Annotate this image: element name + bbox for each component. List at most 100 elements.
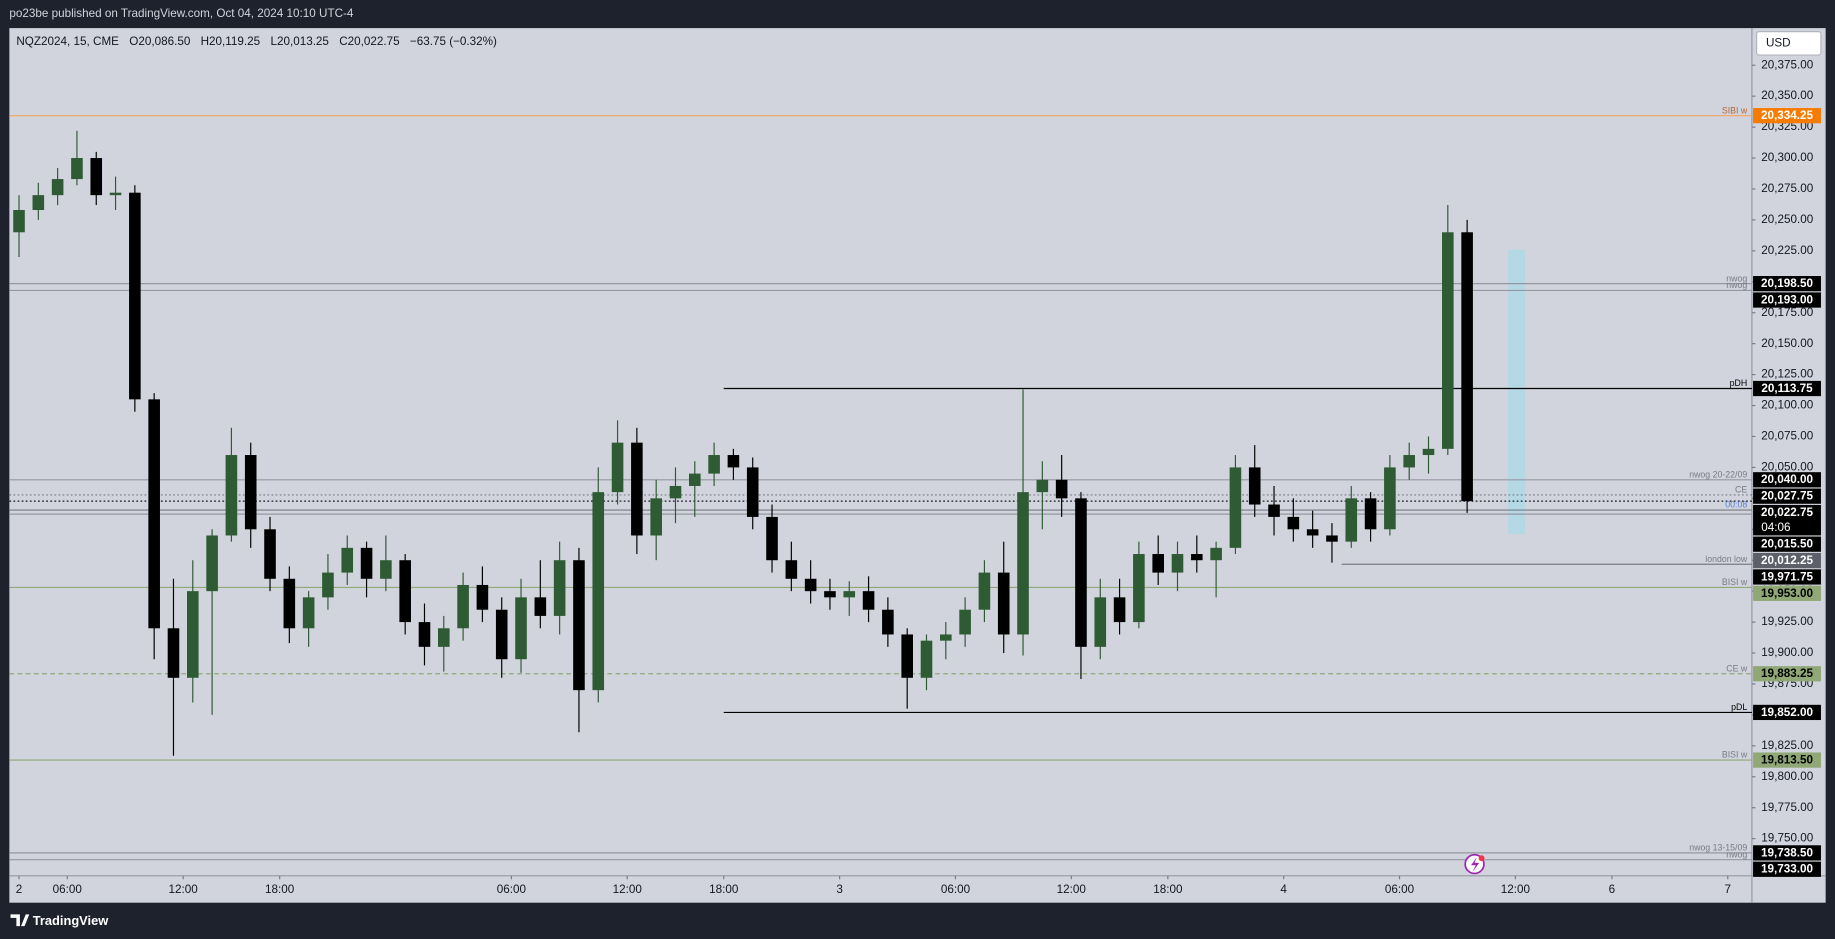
candle-body (669, 485, 682, 499)
candle-body (804, 578, 817, 592)
candle-body (1229, 467, 1242, 548)
candle-body (997, 572, 1010, 635)
price-badge-label: 20,027.75 (1761, 490, 1813, 503)
candle-body (862, 591, 875, 610)
level-name: nwog (1726, 273, 1747, 283)
y-tick-label: 20,150.00 (1761, 337, 1813, 350)
price-badge (1753, 292, 1821, 308)
level-name: nwog 13-15/09 (1689, 843, 1747, 853)
price-badge (1753, 704, 1821, 721)
currency-box[interactable] (1756, 31, 1822, 56)
legend-open: O20,086.50 (129, 35, 191, 48)
price-badge (1753, 845, 1821, 861)
countdown: 04:06 (1761, 521, 1790, 534)
price-badge-label: 19,953.00 (1761, 587, 1813, 600)
x-tick-label: 06:00 (53, 883, 83, 896)
candle-body (71, 158, 83, 180)
candle-body (13, 210, 25, 233)
candle-body (380, 560, 392, 579)
price-badge (1753, 380, 1821, 397)
candle-body (959, 609, 971, 635)
price-badge-label: 19,738.50 (1761, 846, 1813, 859)
candle-body (283, 578, 296, 629)
level-name: CE (1735, 485, 1747, 495)
candle-body (1075, 498, 1087, 647)
price-badge-label: 19,813.50 (1761, 754, 1813, 767)
chart-panel (9, 28, 1826, 903)
price-badge-label: 20,012.25 (1761, 554, 1813, 567)
level-name: pDL (1731, 702, 1747, 712)
candle-body (495, 609, 508, 660)
candle-body (553, 560, 566, 616)
candle-body (515, 597, 527, 660)
price-badge-label: 20,334.25 (1761, 109, 1813, 122)
currency: USD (1766, 36, 1791, 49)
y-tick-label: 20,300.00 (1761, 151, 1813, 164)
brand: TradingView (33, 913, 109, 928)
price-badge (1753, 552, 1821, 569)
candle-body (457, 584, 469, 629)
candle-body (1133, 554, 1145, 623)
candle-body (1210, 547, 1222, 561)
price-badge (1753, 585, 1821, 601)
price-badge-label: 20,040.00 (1761, 473, 1813, 486)
legend-change: −63.75 (−0.32%) (410, 35, 497, 48)
candle-body (302, 597, 315, 629)
candle-body (824, 591, 836, 598)
price-badge (1753, 276, 1821, 292)
x-tick-label: 4 (1280, 883, 1287, 896)
candle-body (689, 473, 701, 486)
y-tick-label: 20,100.00 (1761, 399, 1813, 412)
candle-body (418, 622, 431, 647)
candle-body (1017, 492, 1029, 635)
candle-body (708, 455, 720, 474)
level-name: nwog (1726, 849, 1747, 859)
alert-dot (1478, 855, 1485, 862)
level-name: BISI w (1722, 750, 1748, 760)
price-badge (1753, 666, 1821, 682)
candle-body (901, 634, 913, 678)
candle-body (322, 572, 334, 598)
level-name: pDH (1730, 378, 1748, 388)
candle-body (1422, 448, 1435, 456)
axes: 19,750.00 19,775.00 19,800.00 19,825.00 19,8… (16, 58, 1821, 896)
legend-high: H20,119.25 (201, 35, 261, 48)
price-badge (1753, 569, 1821, 585)
candle-body (148, 399, 160, 629)
x-tick-label: 06:00 (497, 883, 527, 896)
candle-body (1364, 498, 1377, 530)
price-badge-label: 20,022.75 (1761, 506, 1813, 519)
price-badge-label: 19,852.00 (1761, 706, 1813, 719)
candle-body (399, 560, 411, 623)
candle-body (727, 455, 740, 468)
candle-body (1461, 232, 1473, 502)
legend-close: C20,022.75 (339, 35, 400, 48)
y-tick-label: 20,050.00 (1761, 460, 1813, 473)
x-tick-label: 7 (1725, 883, 1732, 896)
price-badge (1753, 536, 1821, 552)
y-tick-label: 20,225.00 (1761, 244, 1813, 257)
level-name: nwog 20-22/09 (1689, 469, 1747, 479)
x-tick-label: 06:00 (941, 883, 971, 896)
y-tick-label: 19,750.00 (1761, 832, 1813, 845)
candle-body (1191, 554, 1203, 561)
footer (0, 903, 1835, 939)
candle-body (129, 192, 141, 400)
candle-body (573, 560, 585, 691)
x-tick-label: 3 (836, 883, 843, 896)
legend-low: L20,013.25 (270, 35, 329, 48)
candle-body (978, 572, 991, 610)
price-badge-label: 20,113.75 (1761, 382, 1813, 395)
candle-body (186, 591, 199, 678)
legend: NQZ2024, 15, CME O20,086.50 H20,119.25 L… (16, 35, 497, 48)
price-badge-label: 20,015.50 (1761, 538, 1813, 551)
level-name: SIBI w (1722, 105, 1748, 115)
candle-body (1287, 516, 1300, 530)
candle-body (341, 547, 354, 573)
price-badge-label: 19,733.00 (1761, 863, 1813, 876)
x-tick-label: 6 (1609, 883, 1616, 896)
candle-body (1384, 467, 1396, 530)
candle-body (1113, 597, 1126, 623)
candle-body (1403, 455, 1415, 468)
y-tick-label: 19,775.00 (1761, 801, 1813, 814)
